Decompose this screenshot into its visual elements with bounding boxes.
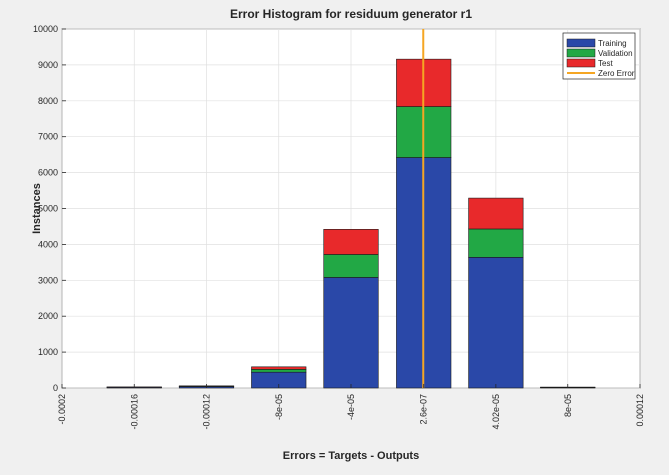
x-tick-label: -0.00012 [202, 394, 212, 430]
x-tick-label: -4e-05 [346, 394, 356, 420]
y-tick-label: 8000 [38, 96, 58, 106]
x-tick-label: 0.00012 [635, 394, 645, 427]
legend-label: Zero Error [598, 69, 635, 78]
x-tick-label: -8e-05 [274, 394, 284, 420]
bar-validation-bin-4 [324, 254, 379, 277]
y-tick-label: 2000 [38, 311, 58, 321]
y-tick-label: 4000 [38, 239, 58, 249]
bar-validation-bin-6 [469, 229, 524, 257]
y-axis-label: Instances [31, 183, 43, 234]
bar-validation-bin-3 [251, 369, 306, 372]
y-tick-label: 7000 [38, 132, 58, 142]
x-axis-label: Errors = Targets - Outputs [283, 450, 419, 462]
legend-label: Test [598, 59, 613, 68]
y-tick-label: 10000 [33, 24, 58, 34]
legend-swatch-training [567, 39, 595, 47]
y-tick-label: 0 [53, 383, 58, 393]
y-tick-label: 9000 [38, 60, 58, 70]
legend-label: Validation [598, 49, 633, 58]
x-tick-label: 2.6e-07 [419, 394, 429, 425]
legend-swatch-test [567, 59, 595, 67]
bar-test-bin-3 [251, 367, 306, 370]
y-tick-label: 1000 [38, 347, 58, 357]
legend-swatch-validation [567, 49, 595, 57]
y-tick-label: 6000 [38, 168, 58, 178]
x-tick-label: 8e-05 [563, 394, 573, 417]
bar-test-bin-6 [469, 198, 524, 229]
x-tick-label: 4.02e-05 [491, 394, 501, 430]
bar-test-bin-4 [324, 229, 379, 254]
x-tick-label: -0.00016 [129, 394, 139, 430]
legend-label: Training [598, 39, 627, 48]
chart-title: Error Histogram for residuum generator r… [230, 7, 472, 21]
bar-training-bin-6 [469, 257, 524, 388]
x-tick-label: -0.0002 [57, 394, 67, 425]
y-tick-label: 3000 [38, 275, 58, 285]
bar-training-bin-4 [324, 277, 379, 388]
